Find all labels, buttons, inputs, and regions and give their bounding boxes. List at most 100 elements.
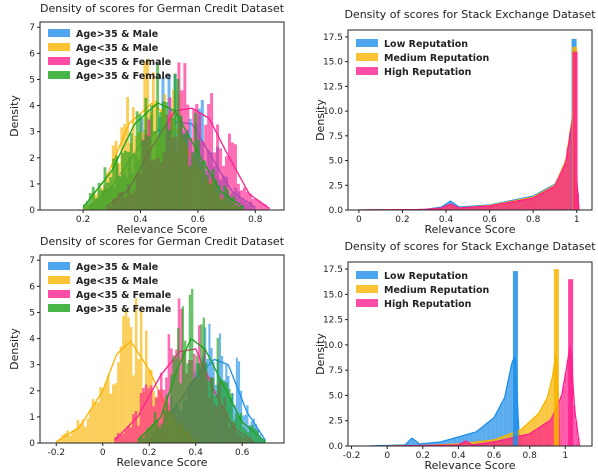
histogram-bar <box>211 169 215 210</box>
histogram-bar <box>500 203 504 210</box>
y-tick-label: 0 <box>29 206 35 216</box>
y-tick-label: 3 <box>29 361 35 371</box>
histogram-bar <box>99 386 102 443</box>
histogram-bar <box>236 183 240 210</box>
chart-panel-2: Density of scores for Stack Exchange Dat… <box>314 8 596 236</box>
histogram-bar <box>507 381 509 446</box>
histogram-bar <box>454 437 457 446</box>
histogram-bar <box>237 416 240 443</box>
histogram-bar <box>245 191 249 210</box>
histogram-bar <box>466 434 469 446</box>
legend-swatch <box>48 29 70 37</box>
histogram-bar <box>266 207 270 210</box>
y-tick-label: 2 <box>29 387 35 397</box>
y-tick-label: 6 <box>29 49 35 59</box>
histogram-bar <box>486 422 489 446</box>
histogram-bar <box>543 424 546 446</box>
axes-frame <box>347 261 593 447</box>
legend-swatch <box>356 285 378 293</box>
y-tick-label: 4 <box>29 335 35 345</box>
histogram-bar <box>173 73 177 210</box>
histogram-bar <box>117 362 120 443</box>
histogram-bar <box>500 404 503 446</box>
legend-swatch <box>48 71 70 79</box>
peak-bar <box>568 279 574 446</box>
y-tick-label: 7 <box>29 23 35 33</box>
histogram-bar <box>177 328 180 443</box>
histogram-bar <box>452 438 455 446</box>
histogram-bar <box>434 208 438 210</box>
histogram-bar <box>219 148 223 210</box>
histogram-bar <box>123 150 127 210</box>
histogram-bar <box>235 413 238 443</box>
histogram-bar <box>179 383 182 443</box>
legend-swatch <box>356 271 378 279</box>
histogram-bar <box>115 155 119 210</box>
x-tick-label: 0.8 <box>248 215 263 225</box>
histogram-bar <box>461 207 465 210</box>
histogram-bar <box>457 436 460 446</box>
legend-swatch <box>48 43 70 51</box>
histogram-bar <box>253 428 257 443</box>
histogram-bar <box>528 433 531 446</box>
histogram-bar <box>469 433 472 446</box>
histogram-bar <box>566 360 569 446</box>
histogram-bar <box>549 419 552 446</box>
histogram-bar <box>440 441 443 446</box>
histogram-bar <box>79 423 82 443</box>
x-tick-label: 0 <box>384 451 390 461</box>
histogram-bar <box>159 112 162 210</box>
histogram-bar <box>405 444 407 446</box>
histogram-bar <box>199 160 203 210</box>
histogram-bar <box>521 435 524 446</box>
histogram-bar <box>569 133 572 210</box>
histogram-bar <box>527 198 531 210</box>
histogram-bar <box>564 163 567 210</box>
histogram-bar <box>216 337 219 443</box>
histogram-bar <box>230 142 234 210</box>
y-tick-label: 5.0 <box>329 391 344 401</box>
y-axis-label: Density <box>314 333 327 375</box>
histogram-bar <box>435 442 438 446</box>
histogram-bar <box>263 204 267 210</box>
y-axis-label: Density <box>8 95 21 137</box>
histogram-bar <box>525 199 528 210</box>
y-tick-label: 10.0 <box>323 107 343 117</box>
histogram-bar <box>428 442 431 446</box>
histogram-bar <box>256 430 259 443</box>
histogram-bar <box>179 115 183 210</box>
histogram-bar <box>439 442 441 446</box>
histogram-bar <box>445 440 448 446</box>
histogram-bar <box>430 442 433 446</box>
histogram-bar <box>242 187 246 210</box>
histogram-bar <box>221 380 224 443</box>
histogram-bar <box>216 124 220 210</box>
histogram-bar <box>550 381 553 446</box>
histogram-bar <box>106 182 110 210</box>
histogram-bar <box>240 206 244 210</box>
histogram-bar <box>167 411 171 443</box>
histogram-bar <box>523 434 527 446</box>
histogram-bar <box>124 309 128 443</box>
histogram-bar <box>139 309 143 443</box>
histogram-bar <box>235 205 238 210</box>
histogram-bar <box>495 204 499 210</box>
histogram-bar <box>137 425 140 443</box>
histogram-bar <box>100 190 104 210</box>
histogram-bar <box>71 430 75 443</box>
histogram-bar <box>408 440 411 446</box>
histogram-bar <box>258 437 261 443</box>
legend-label: Age<35 & Male <box>76 43 158 54</box>
histogram-bar <box>227 133 231 210</box>
histogram-bar <box>149 427 152 443</box>
histogram-bar <box>554 184 557 210</box>
histogram-bar <box>208 183 212 210</box>
y-tick-label: 0 <box>29 439 35 449</box>
histogram-bar <box>486 206 489 210</box>
histogram-bar <box>94 402 97 443</box>
histogram-bar <box>490 420 492 446</box>
histogram-bar <box>479 443 482 446</box>
histogram-bar <box>188 294 192 443</box>
histogram-bar <box>134 298 138 443</box>
histogram-bar <box>487 442 490 446</box>
